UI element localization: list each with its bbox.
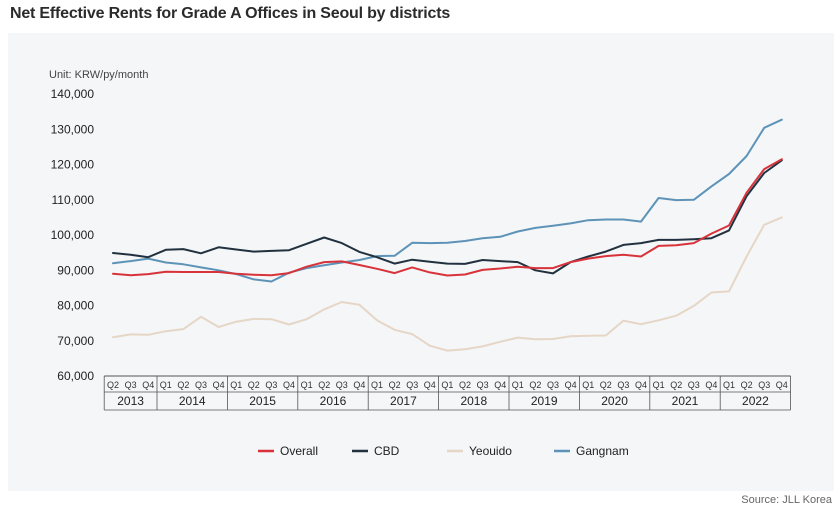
- legend-label-overall: Overall: [280, 444, 318, 458]
- quarter-tick-label: Q4: [213, 380, 225, 390]
- chart-title: Net Effective Rents for Grade A Offices …: [10, 5, 451, 22]
- quarter-tick-label: Q4: [635, 380, 647, 390]
- quarter-tick-label: Q4: [424, 380, 436, 390]
- y-tick-label: 120,000: [51, 158, 95, 172]
- quarter-tick-label: Q3: [547, 380, 559, 390]
- source-note: Source: JLL Korea: [741, 494, 832, 506]
- quarter-tick-label: Q2: [459, 380, 471, 390]
- quarter-tick-label: Q4: [776, 380, 788, 390]
- series-line-gangnam: [112, 118, 783, 283]
- quarter-tick-label: Q3: [195, 380, 207, 390]
- quarter-tick-label: Q1: [371, 380, 383, 390]
- y-tick-label: 110,000: [52, 193, 95, 207]
- quarter-tick-label: Q1: [723, 380, 735, 390]
- quarter-tick-label: Q2: [600, 380, 612, 390]
- y-tick-label: 130,000: [51, 122, 95, 136]
- legend-label-cbd: CBD: [374, 444, 400, 458]
- series-line-overall: [112, 158, 783, 277]
- quarter-tick-label: Q3: [265, 380, 277, 390]
- year-label: 2020: [601, 394, 628, 408]
- chart-panel: [8, 33, 834, 491]
- year-label: 2017: [390, 394, 417, 408]
- series-line-cbd: [112, 159, 783, 275]
- legend-label-gangnam: Gangnam: [576, 444, 629, 458]
- legend-label-yeouido: Yeouido: [469, 444, 512, 458]
- y-tick-label: 140,000: [51, 87, 95, 101]
- y-tick-label: 80,000: [57, 299, 94, 313]
- year-label: 2022: [742, 394, 769, 408]
- quarter-tick-label: Q4: [705, 380, 717, 390]
- quarter-tick-label: Q2: [529, 380, 541, 390]
- quarter-tick-label: Q1: [582, 380, 594, 390]
- quarter-tick-label: Q4: [353, 380, 365, 390]
- quarter-tick-label: Q3: [688, 380, 700, 390]
- y-tick-label: 60,000: [57, 369, 94, 383]
- year-label: 2019: [531, 394, 558, 408]
- quarter-tick-label: Q2: [177, 380, 189, 390]
- year-label: 2018: [460, 394, 487, 408]
- quarter-tick-label: Q2: [741, 380, 753, 390]
- quarter-tick-label: Q2: [670, 380, 682, 390]
- quarter-tick-label: Q3: [125, 380, 137, 390]
- quarter-tick-label: Q2: [107, 380, 119, 390]
- y-tick-label: 90,000: [57, 263, 94, 277]
- quarter-tick-label: Q1: [441, 380, 453, 390]
- quarter-tick-label: Q1: [160, 380, 172, 390]
- quarter-tick-label: Q4: [142, 380, 154, 390]
- y-tick-label: 70,000: [57, 334, 94, 348]
- year-label: 2014: [179, 394, 206, 408]
- quarter-tick-label: Q4: [283, 380, 295, 390]
- quarter-tick-label: Q3: [617, 380, 629, 390]
- y-tick-label: 100,000: [51, 228, 95, 242]
- quarter-tick-label: Q3: [336, 380, 348, 390]
- quarter-tick-label: Q2: [248, 380, 260, 390]
- unit-label: Unit: KRW/py/month: [49, 69, 148, 81]
- quarter-tick-label: Q2: [389, 380, 401, 390]
- quarter-tick-label: Q1: [230, 380, 242, 390]
- year-label: 2015: [249, 394, 276, 408]
- series-line-yeouido: [112, 216, 783, 352]
- quarter-tick-label: Q3: [758, 380, 770, 390]
- quarter-tick-label: Q4: [565, 380, 577, 390]
- year-label: 2016: [320, 394, 347, 408]
- quarter-tick-label: Q3: [477, 380, 489, 390]
- quarter-tick-label: Q1: [301, 380, 313, 390]
- quarter-tick-label: Q1: [653, 380, 665, 390]
- year-label: 2013: [117, 394, 144, 408]
- year-label: 2021: [672, 394, 699, 408]
- quarter-tick-label: Q4: [494, 380, 506, 390]
- quarter-tick-label: Q1: [512, 380, 524, 390]
- quarter-tick-label: Q3: [406, 380, 418, 390]
- quarter-tick-label: Q2: [318, 380, 330, 390]
